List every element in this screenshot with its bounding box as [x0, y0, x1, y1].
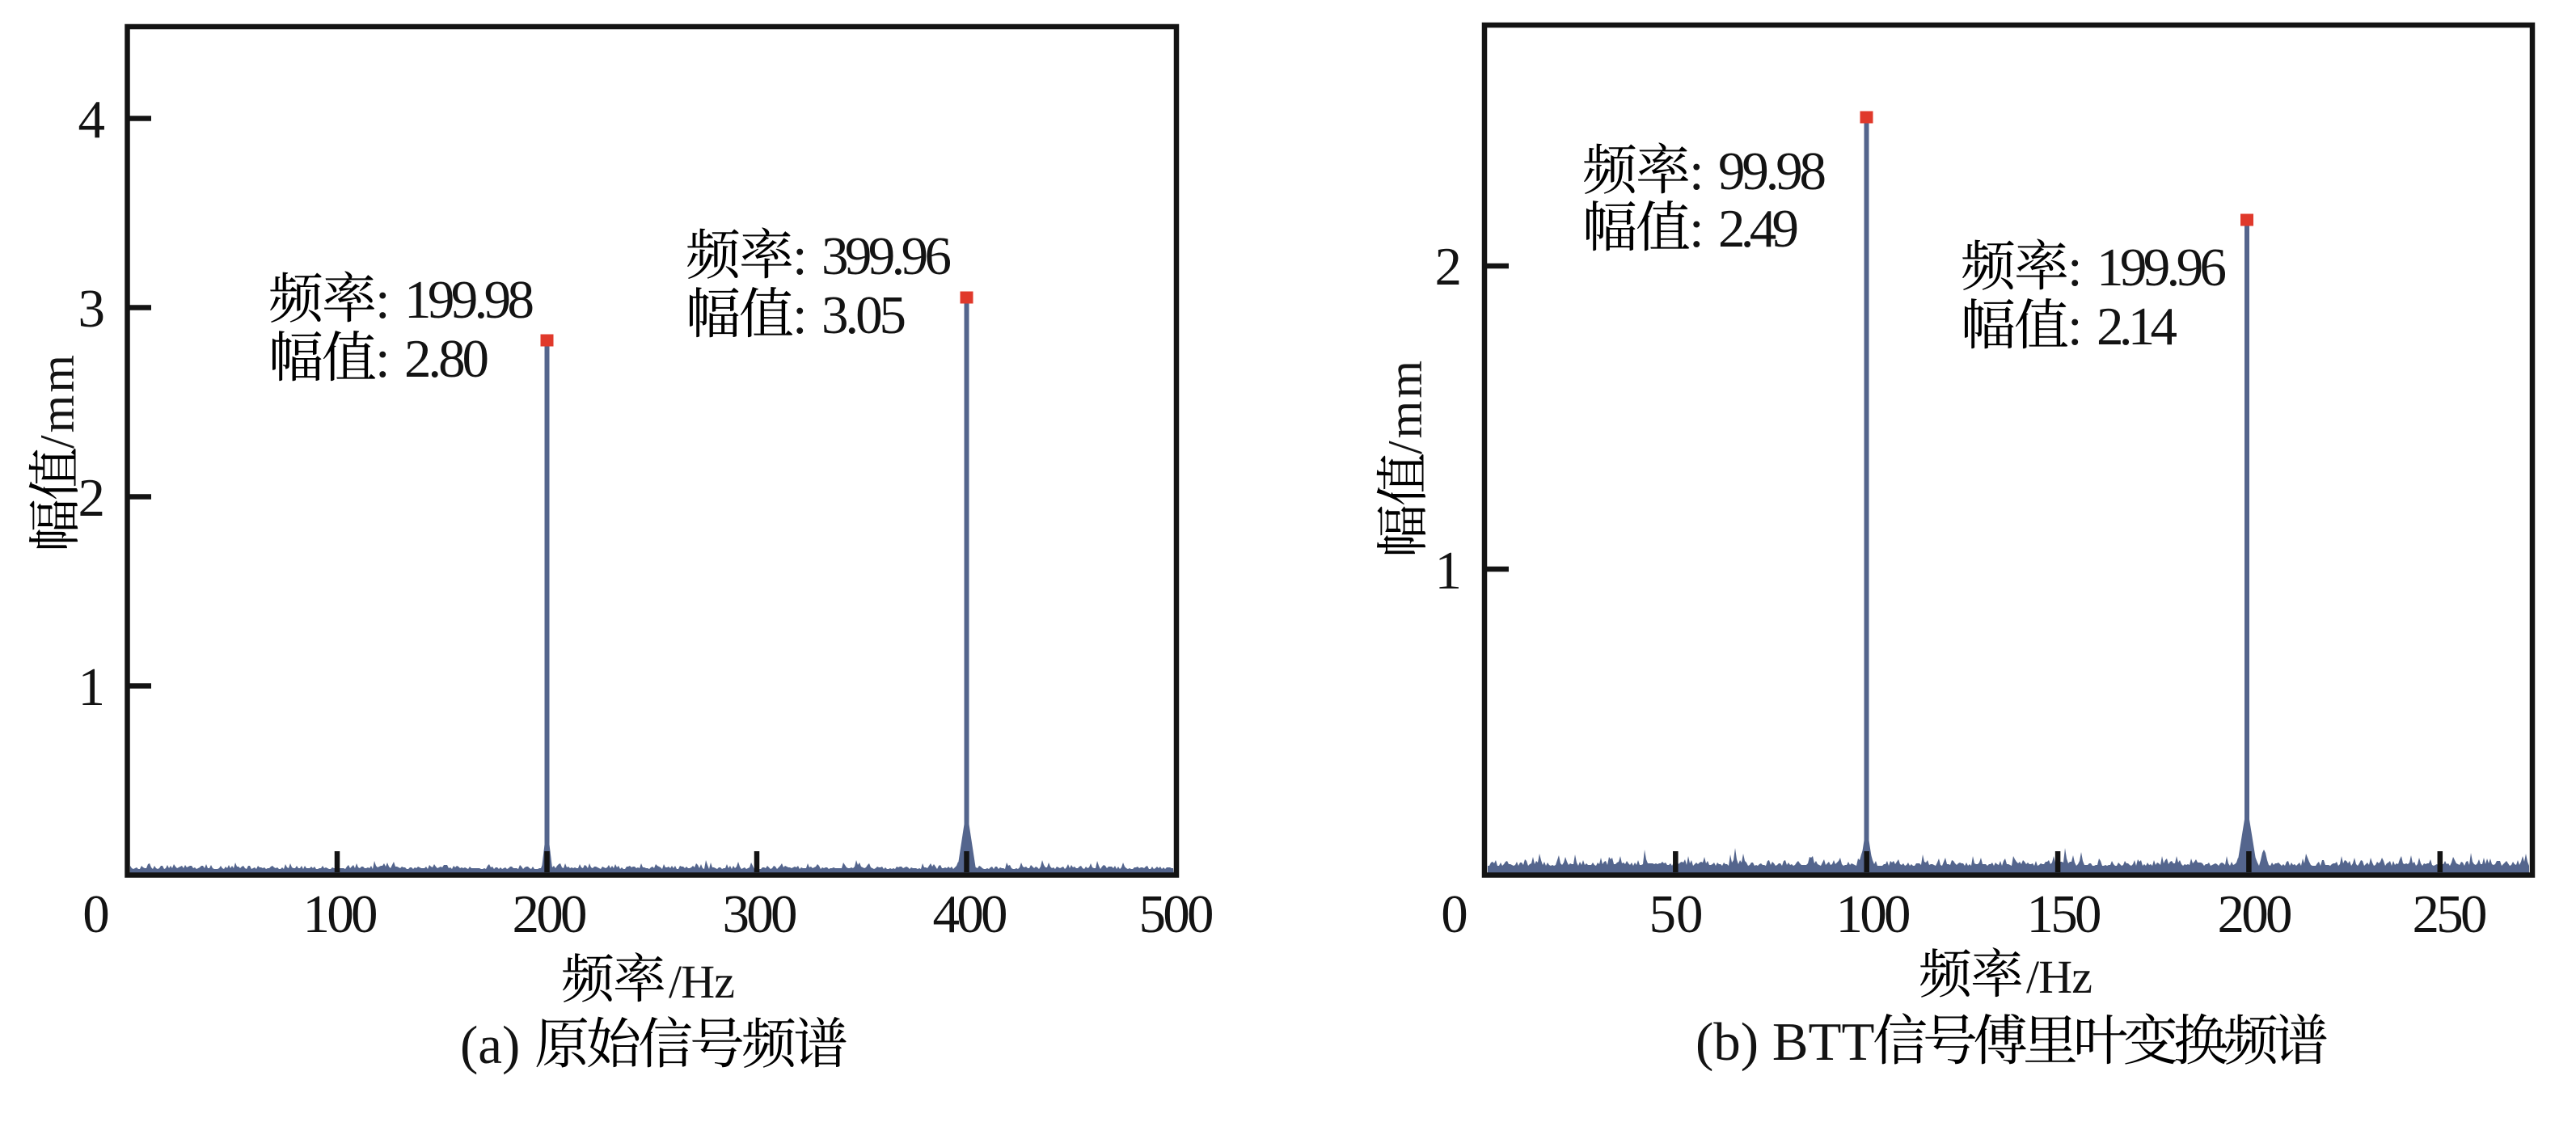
svg-text:1: 1	[1435, 541, 1463, 601]
svg-text:500: 500	[1139, 884, 1214, 944]
svg-text:50: 50	[1649, 884, 1704, 944]
svg-text::: :	[792, 226, 808, 286]
svg-text:(a): (a)	[460, 1015, 520, 1075]
svg-text:3: 3	[78, 279, 106, 339]
svg-text:199.98: 199.98	[404, 270, 534, 330]
svg-text::: :	[2067, 238, 2083, 297]
svg-text:3.05: 3.05	[821, 285, 906, 345]
svg-text:199.96: 199.96	[2097, 238, 2227, 297]
svg-text:2.49: 2.49	[1718, 199, 1799, 259]
svg-text:1: 1	[78, 657, 106, 717]
svg-text:2.80: 2.80	[404, 329, 489, 389]
svg-text:399.96: 399.96	[821, 226, 952, 286]
svg-text:250: 250	[2413, 884, 2488, 944]
svg-text:/Hz: /Hz	[669, 955, 735, 1008]
svg-text::: :	[792, 285, 808, 345]
svg-text:100: 100	[1836, 884, 1911, 944]
svg-text:/mm: /mm	[31, 355, 84, 449]
svg-text:0: 0	[1441, 884, 1468, 944]
svg-text:2: 2	[78, 468, 106, 528]
svg-text:4: 4	[78, 90, 106, 150]
svg-text::: :	[1689, 141, 1704, 201]
svg-text:400: 400	[933, 884, 1008, 944]
svg-text:2.14: 2.14	[2097, 297, 2177, 356]
svg-text::: :	[375, 329, 391, 389]
svg-text:300: 300	[723, 884, 798, 944]
svg-text:0: 0	[82, 884, 110, 944]
svg-text:99.98: 99.98	[1718, 141, 1826, 201]
svg-text:200: 200	[513, 884, 588, 944]
svg-text::: :	[375, 270, 391, 330]
svg-text:/Hz: /Hz	[2026, 951, 2092, 1003]
svg-text:(b) BTT: (b) BTT	[1696, 1012, 1874, 1072]
svg-text::: :	[2067, 297, 2083, 356]
svg-text:150: 150	[2027, 884, 2102, 944]
svg-text:200: 200	[2218, 884, 2293, 944]
svg-text::: :	[1689, 199, 1704, 259]
svg-text:100: 100	[303, 884, 378, 944]
svg-text:2: 2	[1435, 237, 1463, 297]
svg-text:/mm: /mm	[1379, 361, 1432, 454]
